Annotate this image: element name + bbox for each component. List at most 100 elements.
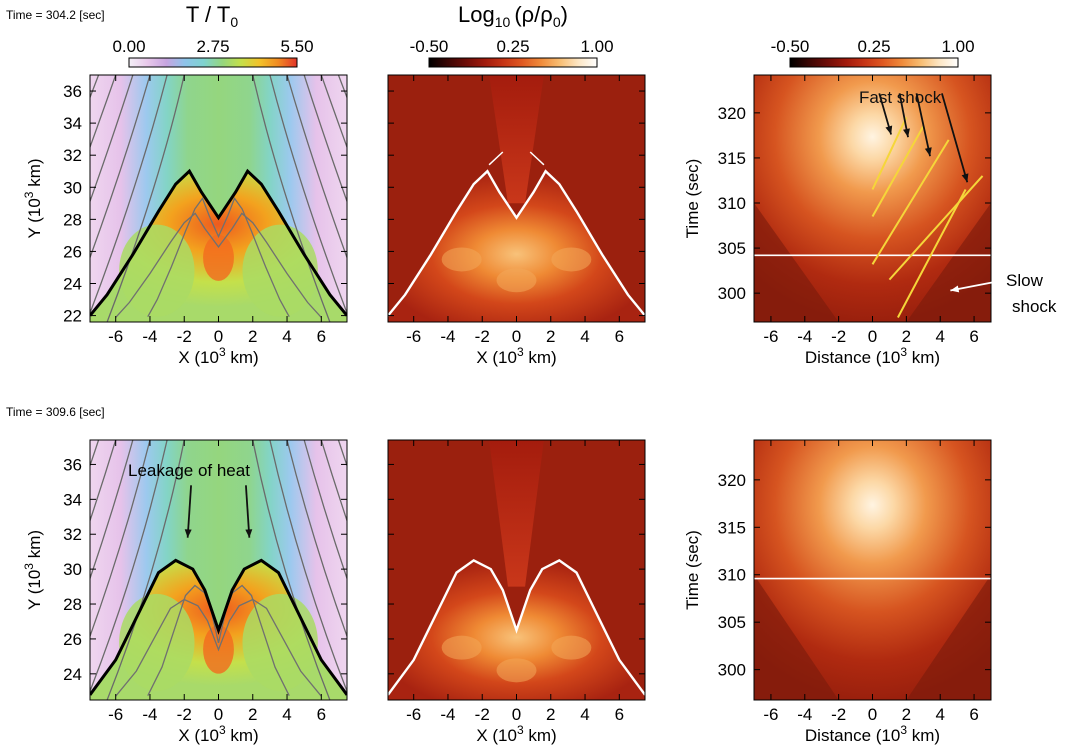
density-jet [489, 75, 544, 204]
field-line [90, 440, 100, 468]
bold-contour [90, 168, 347, 317]
field-line [90, 75, 100, 100]
y-tick-label: 30 [63, 560, 82, 579]
y-tick-label: 22 [63, 307, 82, 326]
x-tick-label: -6 [763, 705, 778, 724]
field-line [147, 584, 290, 696]
field-line [286, 440, 347, 639]
bold-contour [90, 558, 347, 696]
density-field [388, 75, 645, 322]
dark-wedge [754, 203, 839, 322]
leakage-arrow [186, 485, 192, 538]
x-tick-label: 2 [546, 705, 555, 724]
x-tick-label: -6 [406, 705, 421, 724]
y-tick-label: 34 [63, 114, 82, 133]
x-axis-label: X (103 km) [178, 345, 258, 367]
x-tick-label: 2 [248, 327, 257, 346]
x-tick-label: 6 [317, 327, 326, 346]
y-tick-label: 28 [63, 595, 82, 614]
y-tick-label: 36 [63, 455, 82, 474]
y-tick-label: 36 [63, 82, 82, 101]
colorbar-tick-label: 2.75 [196, 37, 229, 56]
y-tick-label: 310 [718, 566, 746, 585]
density-colorbar: Log10 (ρ/ρ0) -0.50 0.25 1.00 [410, 2, 614, 68]
x-axis-label: X (103 km) [476, 345, 556, 367]
density-field [388, 440, 645, 700]
y-tick-label: 26 [63, 242, 82, 261]
field-line [90, 75, 134, 204]
density-colorbar-bar [428, 57, 598, 68]
density-blob [496, 268, 537, 293]
x-tick-label: -4 [797, 327, 812, 346]
fast-shock-line [871, 139, 950, 265]
y-tick-label: 24 [63, 275, 82, 294]
x-tick-label: -6 [108, 705, 123, 724]
slow-shock-label-1: Slow [1006, 271, 1044, 290]
colorbar-tick-label: 0.25 [857, 37, 890, 56]
y-tick-label: 320 [718, 104, 746, 123]
x-tick-label: -4 [142, 705, 157, 724]
density-panel-t309: -6 -4 -2 0 2 4 6 X (103 km) [387, 439, 646, 745]
fast-shock-line [871, 116, 908, 190]
colorbar-tick-label: 1.00 [941, 37, 974, 56]
field-line [269, 75, 347, 315]
field-line [320, 440, 347, 523]
field-line [106, 75, 185, 322]
x-tick-label: -4 [142, 327, 157, 346]
x-tick-label: -6 [108, 327, 123, 346]
x-tick-label: 4 [282, 705, 291, 724]
density-contour [388, 169, 645, 317]
fast-shock-arrowhead [903, 128, 910, 138]
leakage-arrow [245, 485, 251, 538]
leakage-arrowhead [184, 529, 192, 538]
x-tick-label: 0 [868, 705, 877, 724]
x-tick-label: -4 [797, 705, 812, 724]
dark-wedge [906, 574, 991, 700]
y-tick-label: 34 [63, 490, 82, 509]
time-distance-colorbar-bar [789, 57, 959, 68]
x-tick-label: -6 [406, 327, 421, 346]
dark-wedge [754, 574, 839, 700]
temperature-field [90, 75, 347, 322]
time-distance-colorbar: -0.50 0.25 1.00 [771, 37, 975, 68]
y-axis-label: Y (103 km) [22, 530, 44, 610]
density-colorbar-title: Log10 (ρ/ρ0) [458, 2, 568, 30]
y-tick-label: 32 [63, 525, 82, 544]
field-line [303, 75, 347, 204]
time-distance-panel-t304: -6 -4 -2 0 2 4 6 300 305 310 315 320 Distance (103 k… [683, 74, 992, 367]
x-tick-label: 4 [935, 705, 944, 724]
x-tick-label: 0 [214, 327, 223, 346]
field-line [115, 212, 322, 318]
colorbar-tick-label: -0.50 [771, 37, 810, 56]
x-tick-label: 2 [546, 327, 555, 346]
x-tick-label: 6 [969, 705, 978, 724]
x-axis-label: Distance (103 km) [805, 345, 940, 367]
time-distance-field [754, 75, 991, 322]
y-tick-label: 24 [63, 665, 82, 684]
colorbar-tick-label: 5.50 [280, 37, 313, 56]
y-tick-label: 315 [718, 149, 746, 168]
y-tick-label: 26 [63, 630, 82, 649]
field-line [115, 598, 322, 697]
x-tick-label: 6 [615, 705, 624, 724]
slow-shock-line [897, 189, 967, 318]
density-blob [441, 635, 482, 660]
fast-shock-arrowhead [885, 125, 893, 135]
y-tick-label: 305 [718, 613, 746, 632]
field-line [286, 75, 347, 260]
time-distance-panel-t309: -6 -4 -2 0 2 4 6 300 305 310 315 320 Distance (103 k… [683, 439, 992, 745]
field-line [320, 75, 347, 149]
slow-shock-arrow [950, 279, 1006, 292]
x-tick-label: -4 [440, 327, 455, 346]
x-tick-label: 6 [969, 327, 978, 346]
x-tick-label: -2 [177, 705, 192, 724]
field-line [90, 440, 151, 639]
fast-shock-line [888, 175, 984, 281]
arrow-left [488, 151, 504, 166]
density-panel-t304: -6 -4 -2 0 2 4 6 X (103 km) [387, 74, 646, 367]
x-tick-label: -6 [763, 327, 778, 346]
density-jet [489, 440, 544, 587]
density-dense-region [388, 171, 645, 322]
x-tick-label: -4 [440, 705, 455, 724]
